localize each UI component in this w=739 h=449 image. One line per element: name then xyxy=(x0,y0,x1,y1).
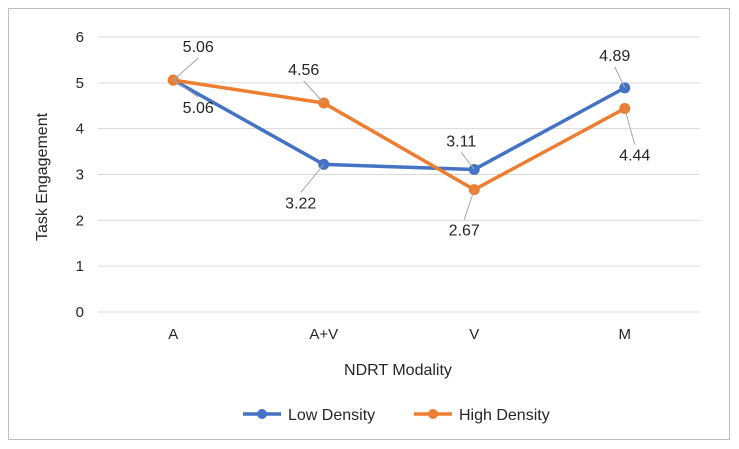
legend-swatch-marker xyxy=(428,409,438,419)
y-tick-label: 6 xyxy=(76,29,84,46)
data-label: 2.67 xyxy=(449,223,480,240)
chart-frame xyxy=(8,8,730,440)
x-tick-label: A+V xyxy=(309,326,338,343)
data-labels: 5.06 3.22 3.11 4.89 5.06 4.56 2.67 4.44 xyxy=(183,39,651,240)
gridlines xyxy=(98,36,700,313)
data-label: 4.44 xyxy=(619,148,650,165)
y-tick-label: 2 xyxy=(76,212,84,229)
x-tick-labels: A A+V V M xyxy=(168,326,631,343)
data-label-leader xyxy=(172,79,199,98)
data-label-leader xyxy=(614,66,626,89)
x-tick-label: A xyxy=(168,326,178,343)
data-label: 5.06 xyxy=(183,100,214,117)
y-tick-label: 4 xyxy=(76,121,84,138)
x-axis-title: NDRT Modality xyxy=(344,362,452,379)
y-tick-label: 1 xyxy=(76,258,84,275)
series-line-1 xyxy=(171,78,627,192)
data-label-leader xyxy=(172,57,199,81)
y-axis-title: Task Engagement xyxy=(34,112,51,241)
legend-swatch-marker xyxy=(257,409,267,419)
legend-label: Low Density xyxy=(288,407,375,424)
data-label-leader xyxy=(300,164,325,193)
series-line-0 xyxy=(171,78,627,172)
data-label: 5.06 xyxy=(183,39,214,56)
series-lines xyxy=(167,74,631,196)
data-label-leaders xyxy=(172,57,636,220)
data-label: 3.11 xyxy=(446,133,476,150)
data-label-leader xyxy=(303,80,325,104)
y-tick-label: 0 xyxy=(76,304,84,321)
legend-label: High Density xyxy=(459,407,550,424)
y-tick-label: 5 xyxy=(76,75,84,92)
data-label-leader xyxy=(624,108,636,145)
x-tick-label: V xyxy=(469,326,479,343)
data-label-leader xyxy=(463,189,475,220)
legend: Low Density High Density xyxy=(243,407,550,424)
y-tick-label: 3 xyxy=(76,167,84,184)
data-label: 3.22 xyxy=(285,195,316,212)
x-tick-label: M xyxy=(619,326,632,343)
data-label: 4.56 xyxy=(288,62,319,79)
y-tick-labels: 0 1 2 3 4 5 6 xyxy=(76,29,84,321)
data-label: 4.89 xyxy=(599,48,630,65)
data-label-leader xyxy=(460,152,475,170)
